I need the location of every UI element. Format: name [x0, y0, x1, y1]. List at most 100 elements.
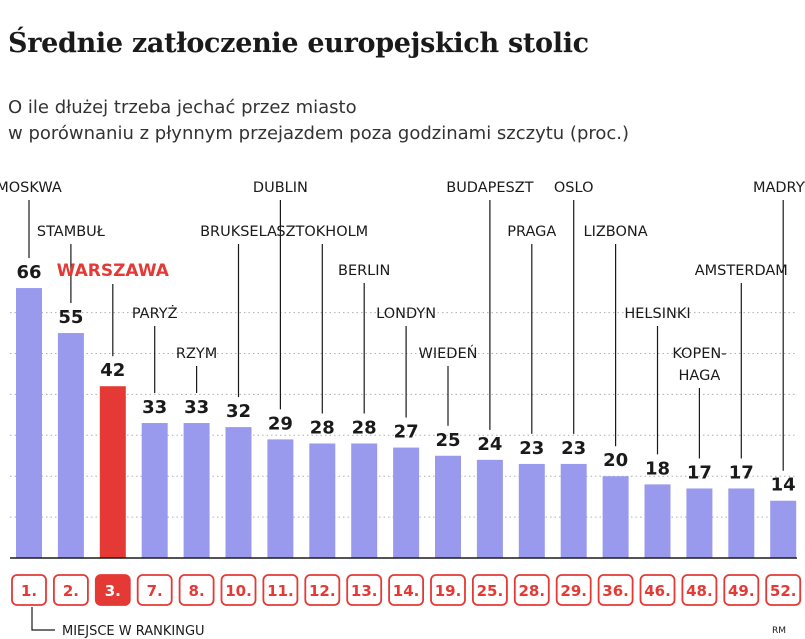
rank-label: 11.: [267, 582, 294, 600]
value-label: 14: [771, 475, 796, 496]
bar: [518, 463, 545, 558]
bar: [57, 333, 84, 558]
rank-badge: [471, 574, 508, 606]
rank-badge: [262, 574, 299, 606]
rank-badge: [681, 574, 718, 606]
chart-title: Średnie zatłoczenie europejskich stolic: [8, 28, 589, 59]
bar: [225, 427, 252, 558]
bar: [728, 488, 755, 558]
rank-badge: [53, 574, 89, 606]
value-label: 25: [435, 430, 460, 451]
bar: [476, 459, 503, 558]
city-label: PARYŻ: [132, 304, 178, 322]
bar: [351, 443, 378, 558]
rank-label: 28.: [519, 582, 546, 600]
bar: [267, 439, 294, 558]
rank-badge: [555, 574, 592, 606]
city-label: PRAGA: [507, 224, 556, 240]
value-label: 42: [100, 360, 125, 381]
bar: [99, 386, 126, 558]
bar: [686, 488, 713, 558]
rank-label: 48.: [686, 582, 713, 600]
bar: [770, 500, 797, 558]
city-label: MADRYT: [753, 180, 805, 196]
rank-badge: [639, 574, 676, 606]
city-label: MOSKWA: [0, 180, 62, 196]
rank-label: 13.: [351, 582, 378, 600]
rank-label: 29.: [560, 582, 587, 600]
city-label: HAGA: [679, 368, 721, 384]
rank-label: 10.: [225, 582, 252, 600]
value-label: 17: [729, 462, 754, 483]
rank-badge: [220, 574, 257, 606]
rank-label: 19.: [435, 582, 462, 600]
city-label: WIEDEŃ: [419, 344, 478, 362]
rank-label: 7.: [147, 582, 163, 600]
chart-subtitle-line-1: O ile dłużej trzeba jechać przez miasto: [8, 97, 357, 118]
value-label: 27: [394, 422, 419, 443]
bar: [393, 447, 420, 558]
city-label: DUBLIN: [253, 180, 308, 196]
bar: [435, 455, 461, 558]
chart-subtitle-line-2: w porównaniu z płynnym przejazdem poza g…: [8, 123, 630, 144]
city-label: BERLIN: [338, 263, 390, 279]
bar: [183, 423, 210, 558]
bar: [602, 476, 629, 558]
rank-badge: [136, 574, 173, 606]
city-label: STAMBUŁ: [37, 224, 106, 240]
bar: [560, 463, 587, 558]
rank-badge: [178, 574, 215, 606]
value-label: 66: [16, 262, 41, 283]
value-label: 24: [477, 434, 502, 455]
value-label: 29: [268, 413, 293, 434]
rank-badge: [304, 574, 341, 606]
city-label: LIZBONA: [584, 224, 648, 240]
city-label: HELSINKI: [624, 306, 690, 322]
city-label: WARSZAWA: [57, 261, 170, 281]
city-label: BRUKSELA: [200, 224, 277, 240]
value-label: 18: [645, 458, 670, 479]
value-label: 33: [142, 397, 167, 418]
rank-label: 49.: [728, 582, 755, 600]
value-label: 23: [519, 438, 544, 459]
value-label: 28: [352, 417, 377, 438]
rank-label: 12.: [309, 582, 336, 600]
city-label: SZTOKHOLM: [276, 224, 368, 240]
bar: [309, 443, 336, 558]
rank-badge: [94, 574, 131, 606]
rank-badge: [388, 574, 425, 606]
value-label: 32: [226, 401, 251, 422]
rank-label: 14.: [393, 582, 420, 600]
city-label: BUDAPESZT: [446, 180, 533, 196]
rank-label: 46.: [644, 582, 671, 600]
rank-label: 8.: [189, 582, 205, 600]
bar: [644, 484, 671, 558]
bar: [141, 423, 168, 558]
credit: RM: [772, 626, 786, 636]
city-label: OSLO: [554, 180, 594, 196]
rank-badge: [430, 574, 466, 606]
city-label: LONDYN: [376, 306, 436, 322]
value-label: 17: [687, 462, 712, 483]
value-label: 33: [184, 397, 209, 418]
city-label: AMSTERDAM: [695, 263, 788, 279]
rank-badge: [723, 574, 760, 606]
rank-note: MIEJSCE W RANKINGU: [62, 624, 205, 639]
rank-note-bracket: [31, 607, 55, 631]
rank-label: 36.: [602, 582, 629, 600]
value-label: 28: [310, 417, 335, 438]
rank-badge: [11, 574, 47, 606]
rank-label: 2.: [63, 582, 79, 600]
city-label: RZYM: [176, 346, 217, 362]
value-label: 20: [603, 450, 628, 471]
rank-label: 3.: [105, 582, 121, 600]
rank-badge: [346, 574, 383, 606]
rank-label: 1.: [21, 582, 37, 600]
rank-badge: [597, 574, 634, 606]
value-label: 23: [561, 438, 586, 459]
value-label: 55: [58, 307, 83, 328]
rank-label: 52.: [770, 582, 797, 600]
city-label: KOPEN-: [672, 346, 726, 362]
rank-label: 25.: [477, 582, 504, 600]
